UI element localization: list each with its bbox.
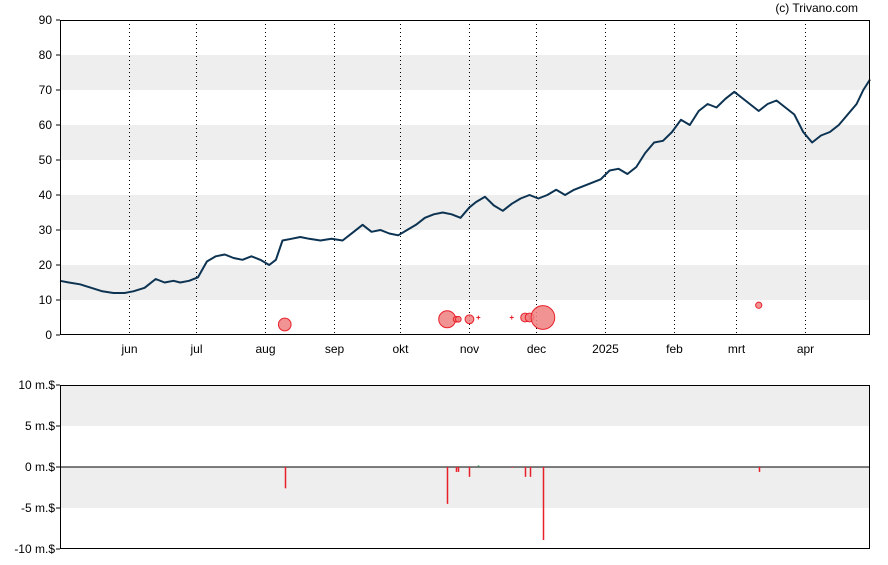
price-chart-panel: jun jul aug sep okt nov dec 2025 feb mrt apr 0 10 20 3… bbox=[39, 13, 871, 356]
insider-trade-bubble bbox=[464, 314, 475, 325]
x-tick-label: mrt bbox=[728, 342, 746, 356]
y-tick-label: 20 bbox=[39, 258, 53, 272]
y-tick-label: -5 m.$ bbox=[21, 501, 55, 515]
x-tick-label: okt bbox=[392, 342, 409, 356]
price-band bbox=[60, 265, 870, 300]
y-tick-label: 30 bbox=[39, 223, 53, 237]
x-tick-label: sep bbox=[325, 342, 345, 356]
x-tick-label: jun bbox=[120, 342, 137, 356]
y-tick-label: 70 bbox=[39, 83, 53, 97]
price-band bbox=[60, 55, 870, 90]
credit-label: (c) Trivano.com bbox=[775, 1, 858, 15]
y-tick-label: 40 bbox=[39, 188, 53, 202]
y-tick-label: 0 m.$ bbox=[25, 460, 55, 474]
insider-trade-bubble bbox=[755, 301, 763, 309]
x-tick-label: aug bbox=[255, 342, 275, 356]
y-tick-label: 50 bbox=[39, 153, 53, 167]
y-tick-label: 5 m.$ bbox=[25, 419, 55, 433]
x-tick-label: 2025 bbox=[592, 342, 619, 356]
y-tick-label: 10 bbox=[39, 293, 53, 307]
x-tick-label: dec bbox=[527, 342, 546, 356]
y-tick-label: 10 m.$ bbox=[18, 378, 55, 392]
insider-trade-bubble bbox=[530, 305, 556, 330]
flow-band bbox=[60, 385, 870, 426]
x-tick-label: jul bbox=[189, 342, 202, 356]
insider-trade-bubble bbox=[277, 317, 292, 332]
x-tick-label: feb bbox=[666, 342, 683, 356]
x-tick-label: apr bbox=[797, 342, 814, 356]
flow-frame bbox=[60, 385, 870, 549]
price-band bbox=[60, 125, 870, 160]
flow-band bbox=[60, 467, 870, 508]
price-frame bbox=[60, 20, 870, 335]
y-tick-label: 0 bbox=[45, 328, 52, 342]
x-tick-label: nov bbox=[460, 342, 479, 356]
y-tick-label: 90 bbox=[39, 13, 53, 27]
insider-flow-panel: 10 m.$ 5 m.$ 0 m.$ -5 m.$ -10 m.$ bbox=[14, 378, 870, 556]
price-line bbox=[59, 78, 871, 294]
insider-trade-bubble bbox=[454, 315, 462, 323]
y-tick-label: -10 m.$ bbox=[14, 542, 55, 556]
y-tick-label: 60 bbox=[39, 118, 53, 132]
y-tick-label: 80 bbox=[39, 48, 53, 62]
